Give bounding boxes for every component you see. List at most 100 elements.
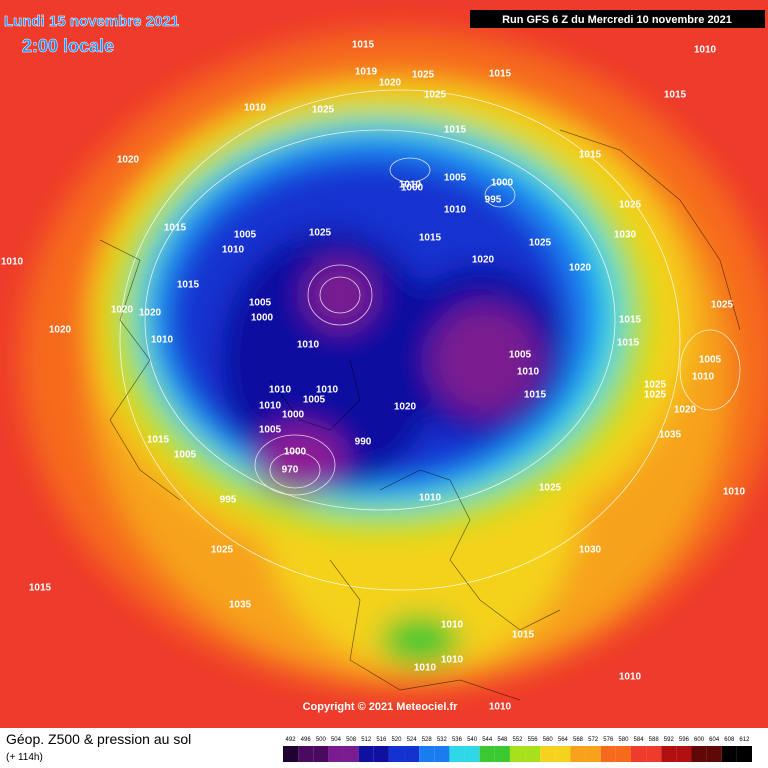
copyright: Copyright © 2021 Meteociel.fr	[303, 701, 459, 713]
isobar-label: 1015	[512, 630, 535, 641]
legend-swatch	[600, 746, 616, 762]
isobar-label: 1030	[579, 545, 602, 556]
legend-label: 564	[558, 737, 569, 743]
legend-swatch	[585, 746, 601, 762]
legend-swatch	[676, 746, 692, 762]
isobar-label: 1010	[419, 493, 442, 504]
legend-swatch	[721, 746, 737, 762]
legend-label: 600	[694, 737, 705, 743]
isobar-label: 1015	[664, 90, 687, 101]
legend-swatch	[434, 746, 450, 762]
isobar-label: 1015	[352, 40, 375, 51]
legend-swatch	[540, 746, 556, 762]
isobar-label: 1010	[222, 245, 245, 256]
legend-label: 512	[361, 737, 372, 743]
legend-label: 528	[422, 737, 433, 743]
isobar-label: 995	[485, 195, 502, 206]
legend-label: 540	[467, 737, 478, 743]
legend-label: 588	[649, 737, 660, 743]
isobar-label: 1010	[259, 401, 282, 412]
isobar-label: 1019	[355, 67, 378, 78]
legend-label: 612	[739, 737, 750, 743]
isobar-label: 1025	[644, 380, 667, 391]
legend-label: 592	[664, 737, 675, 743]
legend-swatch	[691, 746, 707, 762]
isobars	[119, 89, 741, 591]
isobar-label: 1025	[529, 238, 552, 249]
isobar-label: 1025	[619, 200, 642, 211]
legend-swatch	[570, 746, 586, 762]
legend-swatch	[419, 746, 435, 762]
legend-label: 608	[724, 737, 735, 743]
isobar-label: 1015	[489, 69, 512, 80]
isobar-label: 1000	[491, 178, 514, 189]
isobar-label: 1035	[659, 430, 682, 441]
isobar-label: 1020	[139, 308, 162, 319]
legend-label: 568	[573, 737, 584, 743]
legend-swatch	[555, 746, 571, 762]
isobar-label: 1025	[211, 545, 234, 556]
legend-label: 556	[528, 737, 539, 743]
legend-swatch	[358, 746, 374, 762]
isobar-label: 1025	[312, 105, 335, 116]
isobar-label: 1010	[316, 385, 339, 396]
isobar-label: 1015	[617, 338, 640, 349]
legend-swatch	[313, 746, 329, 762]
isobar-label: 1000	[284, 447, 307, 458]
legend-label: 496	[301, 737, 312, 743]
legend-label: 536	[452, 737, 463, 743]
isobar-label: 1015	[29, 583, 52, 594]
isobar-label: 1015	[177, 280, 200, 291]
legend-label: 552	[512, 737, 523, 743]
isobar-label: 1005	[249, 298, 272, 309]
isobar-label: 1010	[692, 372, 715, 383]
isobar-label: 995	[220, 495, 237, 506]
legend-swatch	[736, 746, 752, 762]
isobar-label: 1010	[694, 45, 717, 56]
isobar-label: 1020	[472, 255, 495, 266]
isobar-label: 1015	[524, 390, 547, 401]
legend-label: 584	[634, 737, 645, 743]
isobar-label: 1025	[711, 300, 734, 311]
legend-swatch	[661, 746, 677, 762]
isobar-label: 1005	[303, 395, 326, 406]
legend-swatch	[494, 746, 510, 762]
legend-label: 500	[316, 737, 327, 743]
isobar-label: 1015	[147, 435, 170, 446]
isobar-label: 1015	[619, 315, 642, 326]
isobar-label: 1025	[412, 70, 435, 81]
isobar-label: 1010	[441, 620, 464, 631]
isobar-label: 1010	[444, 205, 467, 216]
isobar-label: 1020	[379, 78, 402, 89]
isobar-label: 1000	[401, 183, 424, 194]
isobar-label: 1025	[309, 228, 332, 239]
isobar-labels: 1015101010191020102510251015101010151020…	[1, 40, 746, 713]
isobar-label: 1010	[1, 257, 24, 268]
legend-swatch	[343, 746, 359, 762]
legend-swatch	[509, 746, 526, 762]
legend-swatch	[449, 746, 465, 762]
legend-label: 596	[679, 737, 690, 743]
isobar-label: 1025	[424, 90, 447, 101]
isobar-label: 1020	[111, 305, 134, 316]
legend-label: 532	[437, 737, 448, 743]
isobar-label: 1010	[414, 663, 437, 674]
isobar-label: 1005	[174, 450, 197, 461]
legend-swatch	[298, 746, 314, 762]
isobar-label: 1020	[674, 405, 697, 416]
legend-swatch	[388, 746, 405, 762]
isobar-label: 1005	[234, 230, 257, 241]
isobar-label: 1015	[444, 125, 467, 136]
isobar-label: 1005	[699, 355, 722, 366]
isobar-label: 1005	[444, 173, 467, 184]
isobar-label: 1010	[151, 335, 174, 346]
legend-label: 548	[497, 737, 508, 743]
time: 2:00 locale	[22, 36, 114, 56]
isobar-label: 1010	[297, 340, 320, 351]
isobar-label: 1025	[539, 483, 562, 494]
legend-swatch	[615, 746, 631, 762]
isobar-label: 1015	[419, 233, 442, 244]
legend-label: 604	[709, 737, 720, 743]
